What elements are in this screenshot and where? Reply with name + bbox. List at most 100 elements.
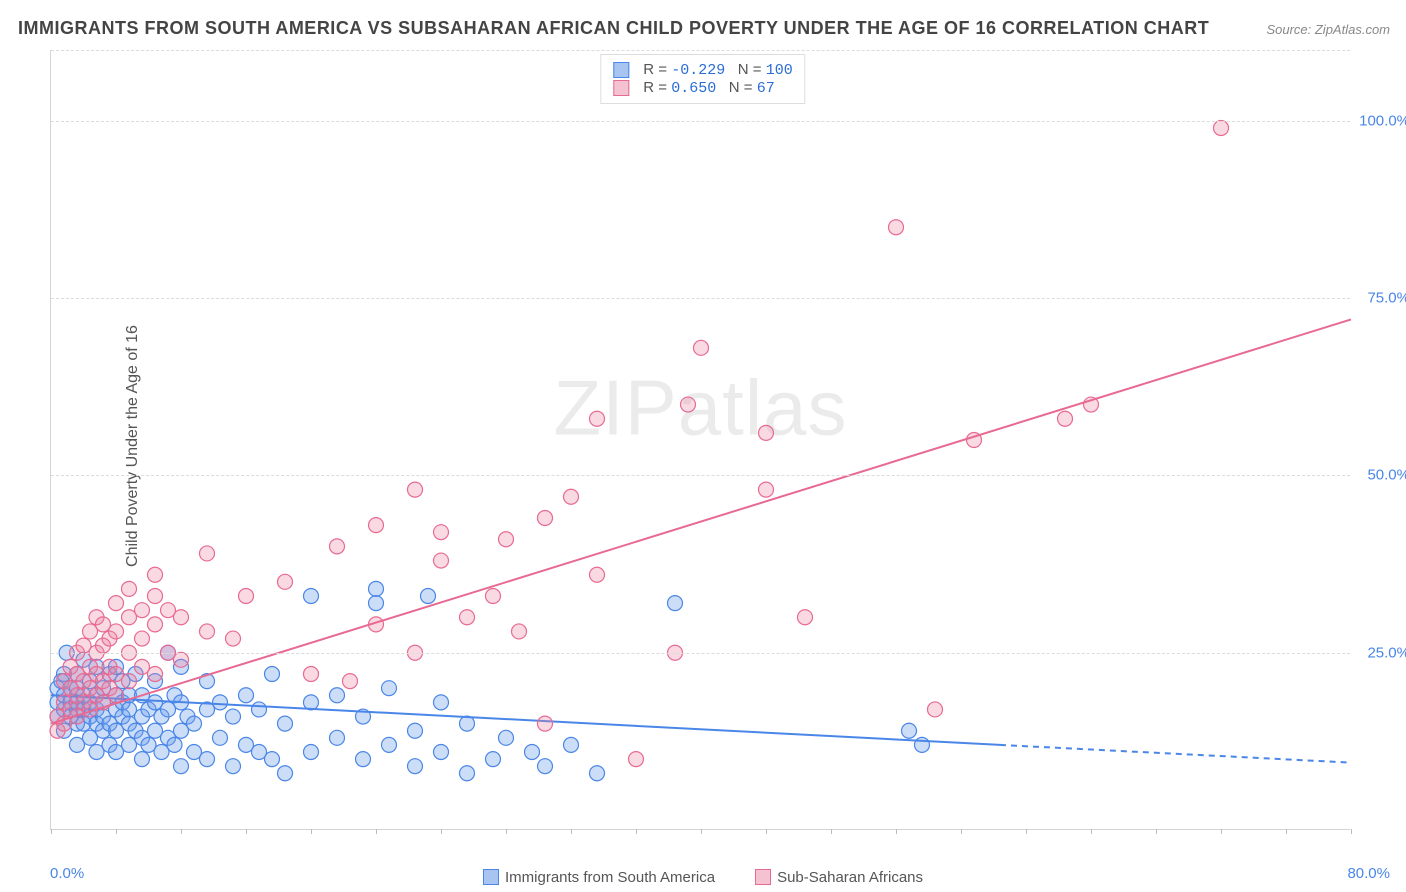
x-tick-mark xyxy=(1091,829,1092,834)
source-credit: Source: ZipAtlas.com xyxy=(1266,22,1390,37)
data-point xyxy=(135,752,150,767)
x-tick-mark xyxy=(636,829,637,834)
data-point xyxy=(167,737,182,752)
data-point xyxy=(382,681,397,696)
data-point xyxy=(135,603,150,618)
legend-label: Immigrants from South America xyxy=(505,869,715,886)
data-point xyxy=(200,752,215,767)
data-point xyxy=(538,716,553,731)
data-point xyxy=(252,702,267,717)
x-tick-mark xyxy=(766,829,767,834)
x-tick-mark xyxy=(1286,829,1287,834)
x-tick-mark xyxy=(1221,829,1222,834)
data-point xyxy=(369,518,384,533)
x-tick-mark xyxy=(181,829,182,834)
data-point xyxy=(928,702,943,717)
data-point xyxy=(460,716,475,731)
x-tick-mark xyxy=(311,829,312,834)
data-point xyxy=(278,716,293,731)
data-point xyxy=(135,631,150,646)
data-point xyxy=(239,589,254,604)
data-point xyxy=(213,730,228,745)
x-tick-mark xyxy=(246,829,247,834)
data-point xyxy=(499,730,514,745)
x-tick-mark xyxy=(1351,829,1352,834)
data-point xyxy=(629,752,644,767)
data-point xyxy=(122,674,137,689)
trend-line-ext xyxy=(1000,745,1351,763)
chart-title: IMMIGRANTS FROM SOUTH AMERICA VS SUBSAHA… xyxy=(18,18,1209,39)
legend-swatch xyxy=(613,80,629,96)
data-point xyxy=(174,610,189,625)
series-legend: Immigrants from South America Sub-Saharan… xyxy=(483,869,923,886)
gridline xyxy=(51,653,1350,654)
data-point xyxy=(590,411,605,426)
gridline xyxy=(51,50,1350,51)
data-point xyxy=(226,631,241,646)
data-point xyxy=(239,688,254,703)
data-point xyxy=(109,596,124,611)
data-point xyxy=(421,589,436,604)
data-point xyxy=(434,695,449,710)
legend-swatch xyxy=(755,869,771,885)
data-point xyxy=(148,589,163,604)
data-point xyxy=(369,581,384,596)
x-tick-min: 0.0% xyxy=(50,865,84,882)
data-point xyxy=(200,624,215,639)
gridline xyxy=(51,121,1350,122)
data-point xyxy=(226,759,241,774)
y-tick-label: 100.0% xyxy=(1359,112,1406,129)
data-point xyxy=(226,709,241,724)
data-point xyxy=(278,574,293,589)
legend-item: Sub-Saharan Africans xyxy=(755,869,923,886)
data-point xyxy=(538,759,553,774)
data-point xyxy=(382,737,397,752)
data-point xyxy=(213,695,228,710)
data-point xyxy=(330,688,345,703)
data-point xyxy=(304,667,319,682)
data-point xyxy=(564,489,579,504)
x-tick-mark xyxy=(961,829,962,834)
data-point xyxy=(265,752,280,767)
legend-label: Sub-Saharan Africans xyxy=(777,869,923,886)
data-point xyxy=(434,745,449,760)
data-point xyxy=(174,652,189,667)
x-tick-mark xyxy=(441,829,442,834)
data-point xyxy=(1058,411,1073,426)
data-point xyxy=(148,567,163,582)
data-point xyxy=(499,532,514,547)
data-point xyxy=(109,624,124,639)
data-point xyxy=(122,581,137,596)
legend-swatch xyxy=(613,62,629,78)
data-point xyxy=(278,766,293,781)
data-point xyxy=(434,553,449,568)
data-point xyxy=(460,610,475,625)
data-point xyxy=(564,737,579,752)
data-point xyxy=(200,546,215,561)
data-point xyxy=(330,730,345,745)
data-point xyxy=(356,752,371,767)
stats-text: R = 0.650 N = 67 xyxy=(643,79,774,97)
stats-text: R = -0.229 N = 100 xyxy=(643,61,792,79)
x-tick-mark xyxy=(116,829,117,834)
y-tick-label: 25.0% xyxy=(1367,644,1406,661)
data-point xyxy=(330,539,345,554)
y-tick-label: 50.0% xyxy=(1367,467,1406,484)
data-point xyxy=(408,759,423,774)
data-point xyxy=(590,567,605,582)
x-tick-mark xyxy=(701,829,702,834)
data-point xyxy=(759,482,774,497)
data-point xyxy=(902,723,917,738)
gridline xyxy=(51,475,1350,476)
data-point xyxy=(668,596,683,611)
plot-svg xyxy=(51,50,1350,829)
data-point xyxy=(148,667,163,682)
legend-swatch xyxy=(483,869,499,885)
data-point xyxy=(109,688,124,703)
x-tick-mark xyxy=(51,829,52,834)
data-point xyxy=(681,397,696,412)
data-point xyxy=(525,745,540,760)
plot-area: ZIPatlas 25.0%50.0%75.0%100.0% xyxy=(50,50,1350,830)
data-point xyxy=(694,340,709,355)
data-point xyxy=(434,525,449,540)
